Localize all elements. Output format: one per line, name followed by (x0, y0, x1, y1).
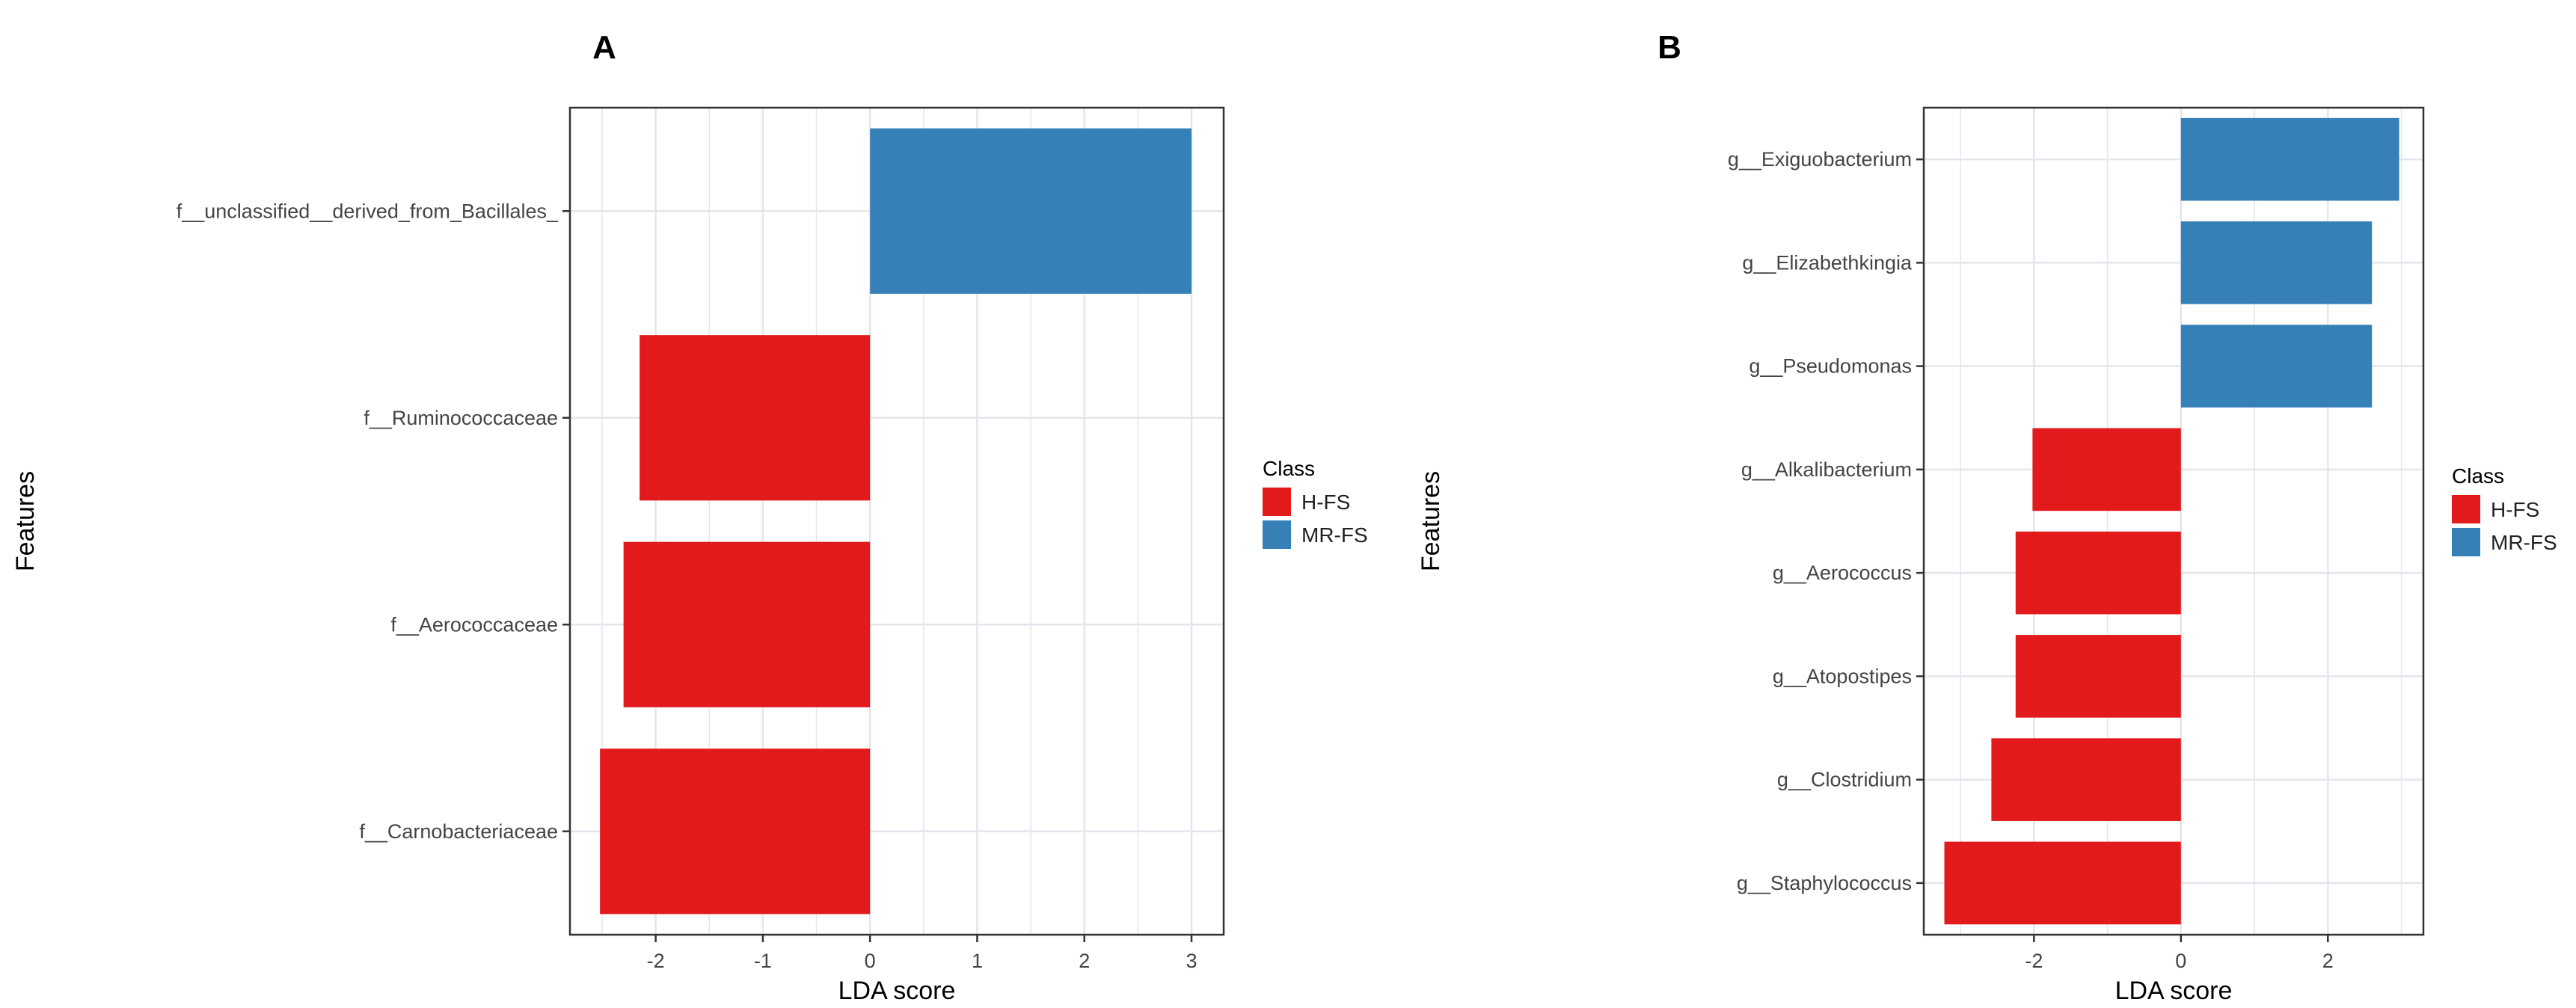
y-axis-title: Features (1417, 471, 1445, 571)
legend-title: Class (1263, 457, 1315, 480)
panel-letter: B (1657, 29, 1681, 66)
category-label: f__Carnobacteriaceae (359, 820, 558, 843)
y-axis-title: Features (11, 471, 40, 571)
category-label: g__Clostridium (1777, 769, 1912, 791)
category-label: g__Elizabethkingia (1742, 251, 1913, 274)
bar-g-exiguobacterium (2180, 117, 2399, 201)
category-label: g__Alkalibacterium (1741, 458, 1912, 481)
bar-g-elizabethkingia (2180, 221, 2373, 304)
panel-letter: A (592, 29, 616, 66)
bar-f-carnobacteriaceae (600, 749, 871, 915)
legend-swatch-mr-fs (2452, 528, 2480, 556)
bar-g-aerococcus (2015, 531, 2181, 615)
category-label: f__unclassified__derived_from_Bacillales… (177, 200, 559, 222)
x-axis-title: LDA score (838, 977, 956, 1005)
bar-f-aerococcaceae (623, 541, 871, 707)
legend-swatch-h-fs (2452, 495, 2480, 523)
legend: Class H-FS MR-FS (1263, 457, 1368, 549)
legend-label-mr-fs: MR-FS (1301, 523, 1368, 547)
legend: Class H-FS MR-FS (2452, 464, 2557, 556)
x-tick-label: -2 (647, 950, 665, 972)
category-label: f__Aerococcaceae (390, 613, 558, 636)
bar-g-atopostipes (2015, 635, 2181, 718)
category-label: f__Ruminococcaceae (364, 407, 558, 429)
legend-label-h-fs: H-FS (1301, 491, 1350, 514)
panel-b: Bg__Exiguobacterium g__Elizabethkingia g__… (1417, 29, 2557, 1005)
bar-f-ruminococcaceae (640, 335, 871, 501)
category-label: g__Atopostipes (1773, 665, 1912, 687)
x-tick-label: 2 (1079, 950, 1090, 972)
x-tick-label: -1 (754, 950, 772, 972)
category-label: g__Exiguobacterium (1728, 148, 1912, 170)
plot-frame (1922, 106, 2425, 936)
bar-g-alkalibacterium (2032, 428, 2181, 511)
x-tick-label: 0 (2175, 950, 2186, 972)
category-label: g__Pseudomonas (1749, 355, 1912, 378)
x-axis-title: LDA score (2115, 977, 2233, 1005)
legend-swatch-h-fs (1263, 488, 1291, 516)
plot-frame (568, 106, 1225, 936)
x-tick-label: 1 (972, 950, 983, 972)
bar-g-pseudomonas (2180, 325, 2373, 408)
bar-f-unclassified-derived-from-bacillales- (870, 128, 1192, 294)
x-tick-label: -2 (2025, 950, 2043, 972)
x-tick-label: 2 (2322, 950, 2334, 972)
legend-label-mr-fs: MR-FS (2491, 531, 2557, 554)
legend-label-h-fs: H-FS (2491, 498, 2539, 521)
legend-title: Class (2452, 464, 2504, 488)
bar-g-staphylococcus (1944, 841, 2181, 925)
legend-swatch-mr-fs (1263, 520, 1291, 549)
panel-a: Af__unclassified__derived_from_Bacillale… (11, 29, 1368, 1005)
x-tick-label: 0 (865, 950, 876, 972)
bar-g-clostridium (1991, 738, 2181, 821)
category-label: g__Aerococcus (1773, 562, 1912, 584)
category-label: g__Staphylococcus (1737, 872, 1912, 894)
x-tick-label: 3 (1186, 950, 1197, 972)
